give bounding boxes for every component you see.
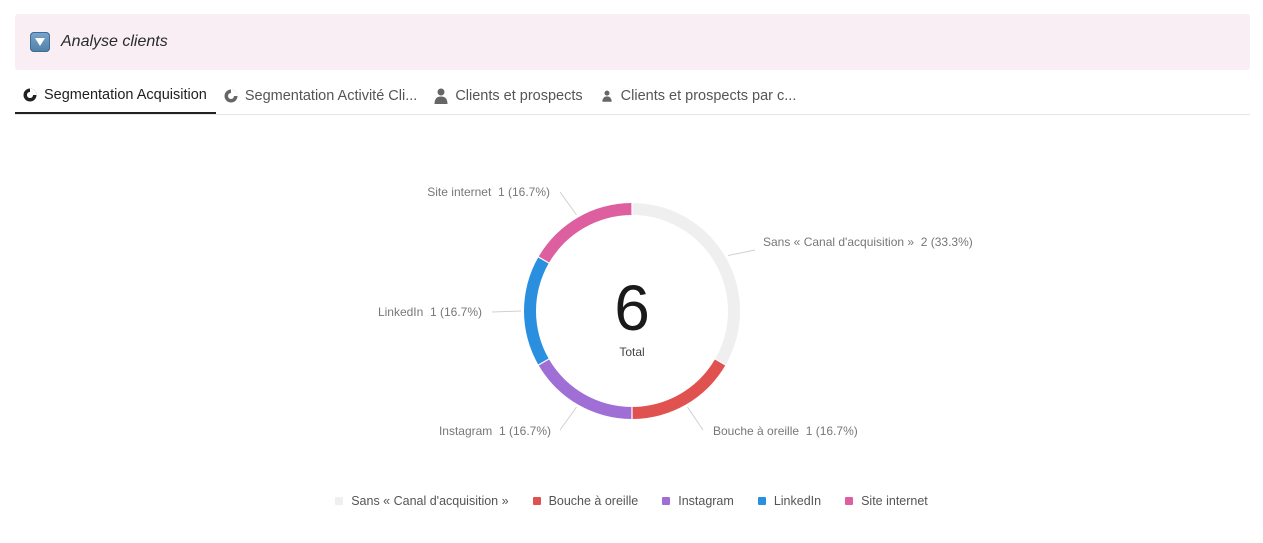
legend-item[interactable]: Site internet [845,494,928,508]
donut-slice-instagram[interactable] [538,359,632,419]
legend-label: Sans « Canal d'acquisition » [351,494,509,508]
slice-data-label: LinkedIn 1 (16.7%) [378,305,482,319]
tab-label: Segmentation Activité Cli... [244,88,418,104]
legend-label: Bouche à oreille [548,494,639,508]
tab-clients-prospects[interactable]: Clients et prospects [426,78,591,114]
legend-swatch [662,497,671,505]
person-icon [434,88,448,104]
pie-chart-icon [23,88,37,102]
chart-legend: Sans « Canal d'acquisition » Bouche à ore… [0,494,1263,508]
center-total: 6 [614,272,650,344]
legend-swatch [845,497,854,505]
leader-line [559,406,577,431]
center-label: Total [619,345,644,359]
leader-line [491,310,522,313]
legend-item[interactable]: Bouche à oreille [532,494,639,508]
leader-line [728,249,756,256]
donut-slice-sans-canal-d-acquisition-[interactable] [632,203,740,365]
tab-label: Clients et prospects par c... [620,88,797,104]
legend-item[interactable]: Sans « Canal d'acquisition » [335,494,509,508]
tab-segmentation-acquisition[interactable]: Segmentation Acquisition [15,78,216,114]
section-header[interactable]: Analyse clients [15,14,1250,70]
leader-line [559,191,577,216]
legend-label: Site internet [861,494,928,508]
donut-slice-linkedin[interactable] [524,257,549,365]
tab-label: Clients et prospects [455,88,583,104]
slice-data-label: Instagram 1 (16.7%) [439,424,551,438]
slice-data-label: Site internet 1 (16.7%) [427,185,550,199]
tab-clients-prospects-par[interactable]: Clients et prospects par c... [592,78,806,114]
legend-item[interactable]: Instagram [662,494,734,508]
tab-segmentation-activite[interactable]: Segmentation Activité Cli... [216,78,426,114]
legend-swatch [335,497,344,505]
triangle-down-icon[interactable] [30,32,50,52]
pie-chart-icon [224,89,238,103]
legend-label: Instagram [678,494,734,508]
donut-slice-bouche-oreille[interactable] [632,359,726,419]
donut-slice-site-internet[interactable] [538,203,632,263]
slice-data-label: Sans « Canal d'acquisition » 2 (33.3%) [763,235,973,249]
section-title: Analyse clients [61,33,168,50]
tab-bar: Segmentation Acquisition Segmentation Ac… [15,78,1250,115]
tab-label: Segmentation Acquisition [44,87,207,103]
person-icon [600,89,614,103]
legend-swatch [532,497,541,505]
leader-line [687,406,704,431]
slice-data-label: Bouche à oreille 1 (16.7%) [713,424,858,438]
legend-label: LinkedIn [773,494,822,508]
legend-item[interactable]: LinkedIn [757,494,822,508]
legend-swatch [757,497,766,505]
